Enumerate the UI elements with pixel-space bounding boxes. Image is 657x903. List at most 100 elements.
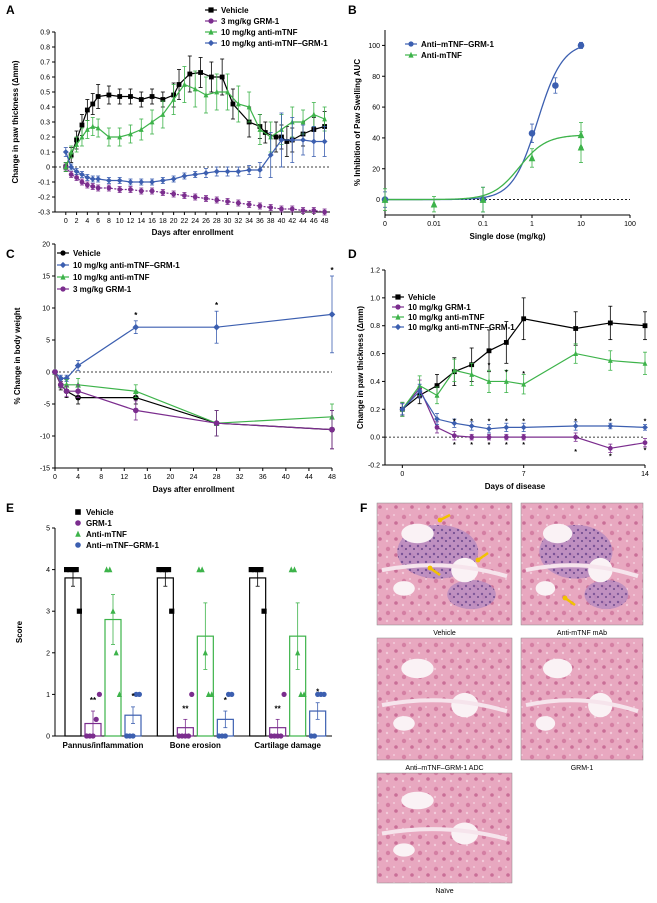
x-tick-label: 10 — [116, 218, 124, 225]
x-tick-label: 16 — [148, 218, 156, 225]
y-tick-label: 0 — [46, 370, 50, 377]
significance-mark: * — [453, 442, 456, 449]
data-point — [235, 200, 241, 206]
data-point — [171, 96, 177, 102]
data-point — [95, 94, 101, 99]
data-point — [322, 209, 328, 215]
data-point — [63, 375, 70, 382]
joint-space — [525, 698, 639, 714]
significance-mark: * — [609, 418, 612, 425]
legend-label: 10 mg/kg anti-mTNF–GRM-1 — [221, 39, 328, 48]
data-point — [68, 164, 75, 170]
data-point — [192, 194, 198, 200]
data-point — [170, 176, 177, 182]
y-axis-label: Score — [15, 620, 24, 643]
panel-letter: E — [6, 501, 14, 515]
y-tick-label: 0.4 — [40, 105, 50, 112]
data-point — [203, 92, 209, 98]
data-point — [322, 116, 328, 122]
data-point — [169, 608, 175, 614]
significance-mark: * — [316, 688, 320, 697]
data-point — [192, 86, 198, 92]
data-point — [106, 177, 112, 184]
data-point — [528, 129, 536, 137]
x-tick-label: 2 — [75, 218, 79, 225]
significance-mark: * — [522, 442, 525, 449]
data-point — [607, 320, 613, 326]
data-point — [291, 566, 298, 573]
data-point — [159, 177, 166, 184]
data-point — [213, 420, 220, 427]
x-tick-label: 14 — [137, 218, 145, 225]
data-point — [57, 382, 64, 388]
y-tick-label: -5 — [44, 402, 50, 409]
data-point — [160, 190, 166, 195]
legend-marker — [208, 28, 214, 35]
x-tick-label: 0 — [53, 474, 57, 481]
data-point — [278, 733, 284, 739]
significance-mark: ** — [182, 704, 189, 713]
data-point — [74, 362, 82, 369]
x-tick-label: 34 — [245, 218, 253, 225]
data-point — [149, 188, 155, 194]
panel-letter: A — [6, 3, 15, 17]
data-point — [76, 608, 82, 614]
data-point — [381, 195, 389, 203]
data-point — [573, 434, 579, 440]
data-point — [182, 193, 187, 198]
data-point — [106, 134, 112, 140]
y-tick-label: 80 — [372, 74, 380, 81]
data-point — [469, 434, 475, 440]
legend-marker — [60, 273, 66, 280]
x-axis-label: Single dose (mg/kg) — [469, 232, 545, 241]
x-tick-label: 32 — [234, 218, 242, 225]
y-tick-label: 40 — [372, 135, 380, 142]
legend-marker — [395, 294, 401, 300]
data-point — [117, 94, 123, 99]
data-point — [503, 434, 509, 440]
data-point — [214, 89, 220, 95]
y-tick-label: 1.0 — [370, 295, 380, 302]
category-label: Pannus/inflammation — [63, 741, 144, 750]
data-point — [74, 175, 79, 180]
data-point — [89, 176, 96, 182]
y-tick-label: 0.0 — [370, 435, 380, 442]
x-tick-label: 4 — [76, 474, 80, 481]
y-tick-label: -0.3 — [38, 210, 50, 217]
data-point — [57, 375, 65, 382]
joint-space — [381, 698, 508, 714]
legend-label: 3 mg/kg GRM-1 — [73, 285, 132, 294]
x-tick-label: 24 — [191, 218, 199, 225]
legend-label: 10 mg/kg GRM-1 — [408, 303, 471, 312]
significance-mark: * — [644, 418, 647, 425]
marrow-space — [588, 692, 613, 718]
arrow-icon-head — [475, 557, 481, 563]
inflammation-region — [447, 579, 496, 610]
data-point — [192, 171, 199, 178]
data-point — [246, 104, 252, 110]
data-point — [84, 107, 90, 113]
y-tick-label: 0.9 — [40, 30, 50, 37]
x-tick-label: 22 — [181, 218, 189, 225]
x-tick-label: 14 — [641, 471, 649, 478]
data-point — [289, 206, 295, 212]
x-tick-label: 0 — [64, 218, 68, 225]
marrow-space — [535, 716, 556, 731]
data-point — [311, 733, 318, 739]
data-point — [162, 567, 168, 573]
data-point — [310, 138, 317, 145]
bar — [156, 577, 174, 737]
data-point — [203, 196, 209, 201]
data-point — [132, 387, 139, 394]
legend-label: GRM-1 — [86, 519, 112, 528]
legend-label: Anti–mTNF–GRM-1 — [421, 40, 494, 49]
legend-label: 10 mg/kg anti-mTNF–GRM-1 — [73, 261, 180, 270]
data-point — [79, 122, 85, 128]
histology-image — [376, 772, 513, 884]
bar — [64, 577, 82, 737]
legend-marker — [208, 18, 214, 24]
series-3 — [399, 383, 648, 434]
histology-image — [520, 502, 644, 626]
